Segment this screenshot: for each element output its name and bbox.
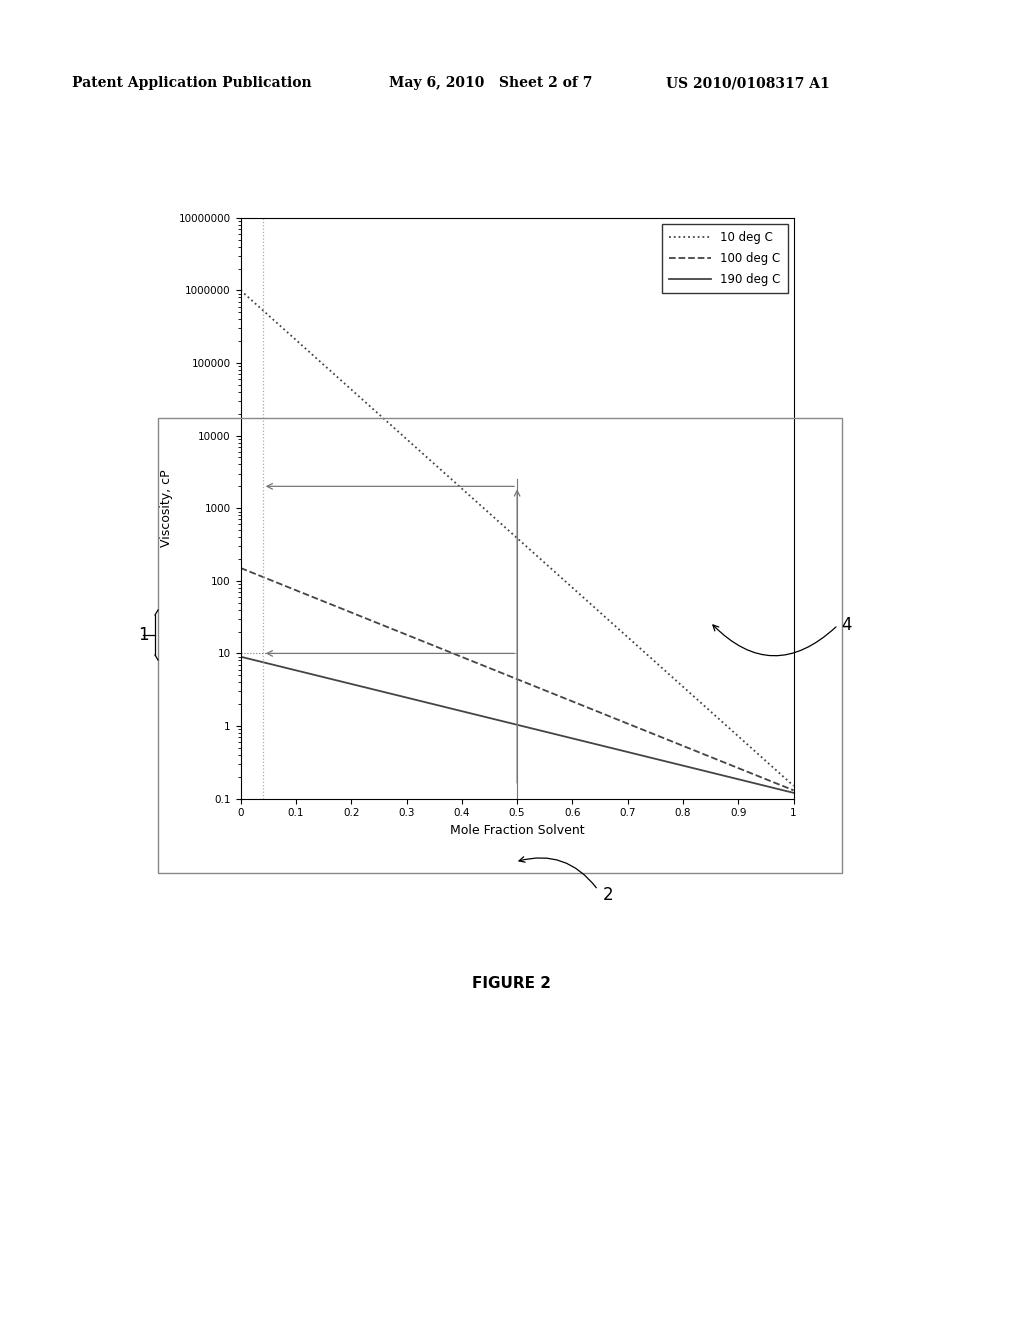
190 deg C: [774, 781, 786, 797]
100 deg C: [563, 693, 575, 709]
190 deg C: [234, 649, 247, 665]
Text: 1: 1: [137, 626, 148, 644]
190 deg C: [563, 730, 575, 746]
Bar: [158, 418, 842, 873]
10 deg C: [563, 577, 575, 593]
100 deg C: [787, 783, 800, 799]
Text: 2: 2: [603, 886, 613, 904]
Line: 190 deg C: 190 deg C: [241, 657, 794, 793]
100 deg C: [688, 742, 700, 758]
Y-axis label: Viscosity, cP: Viscosity, cP: [160, 470, 173, 546]
10 deg C: [497, 517, 509, 533]
Text: Patent Application Publication: Patent Application Publication: [72, 77, 311, 90]
100 deg C: [234, 560, 247, 576]
X-axis label: Mole Fraction Solvent: Mole Fraction Solvent: [450, 824, 585, 837]
Text: US 2010/0108317 A1: US 2010/0108317 A1: [666, 77, 829, 90]
Line: 100 deg C: 100 deg C: [241, 568, 794, 791]
10 deg C: [688, 689, 700, 705]
10 deg C: [234, 282, 247, 298]
Line: 10 deg C: 10 deg C: [241, 290, 794, 785]
190 deg C: [688, 760, 700, 776]
10 deg C: [774, 766, 786, 781]
Text: 4: 4: [842, 616, 852, 634]
Text: May 6, 2010   Sheet 2 of 7: May 6, 2010 Sheet 2 of 7: [389, 77, 593, 90]
100 deg C: [534, 680, 546, 696]
100 deg C: [774, 777, 786, 793]
10 deg C: [787, 777, 800, 793]
190 deg C: [787, 785, 800, 801]
190 deg C: [497, 713, 509, 729]
Legend: 10 deg C, 100 deg C, 190 deg C: 10 deg C, 100 deg C, 190 deg C: [663, 223, 787, 293]
Text: FIGURE 2: FIGURE 2: [472, 975, 552, 991]
10 deg C: [534, 550, 546, 566]
190 deg C: [501, 714, 513, 730]
10 deg C: [501, 521, 513, 537]
100 deg C: [501, 667, 513, 682]
190 deg C: [534, 722, 546, 738]
100 deg C: [497, 665, 509, 681]
